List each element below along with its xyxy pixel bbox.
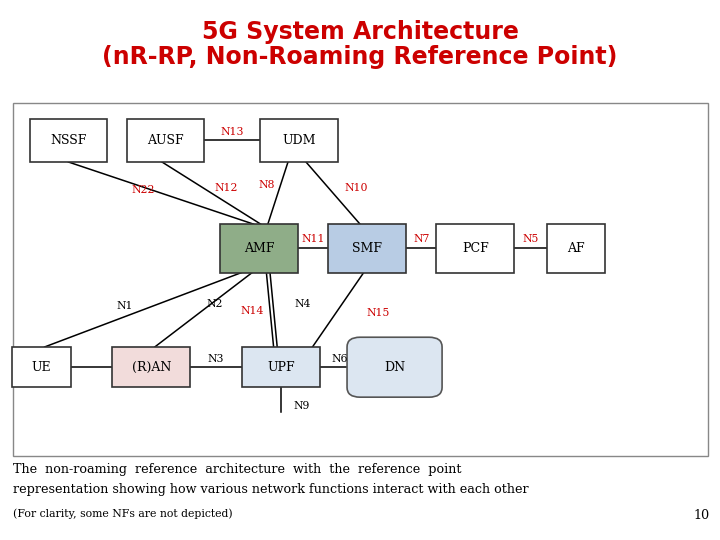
- Text: NSSF: NSSF: [50, 134, 86, 147]
- Bar: [13, 103, 708, 456]
- Text: AMF: AMF: [244, 242, 274, 255]
- Text: N22: N22: [131, 185, 155, 195]
- Text: (R)AN: (R)AN: [132, 361, 171, 374]
- Bar: [260, 119, 338, 162]
- Text: N3: N3: [208, 354, 224, 363]
- FancyBboxPatch shape: [347, 337, 442, 397]
- Bar: [547, 224, 605, 273]
- Text: N12: N12: [214, 183, 238, 193]
- Text: (nR-RP, Non-Roaming Reference Point): (nR-RP, Non-Roaming Reference Point): [102, 45, 618, 69]
- Text: SMF: SMF: [352, 242, 382, 255]
- Text: UDM: UDM: [282, 134, 315, 147]
- Text: N1: N1: [117, 300, 133, 310]
- Text: PCF: PCF: [462, 242, 489, 255]
- Text: 10: 10: [693, 509, 709, 522]
- Bar: [328, 224, 406, 273]
- Text: N9: N9: [294, 401, 310, 411]
- Text: N8: N8: [259, 180, 275, 190]
- Text: N14: N14: [240, 306, 264, 316]
- Text: N6: N6: [332, 354, 348, 363]
- Text: 5G System Architecture: 5G System Architecture: [202, 21, 518, 44]
- Bar: [436, 224, 514, 273]
- Text: AF: AF: [567, 242, 585, 255]
- Bar: [127, 119, 204, 162]
- Text: AUSF: AUSF: [148, 134, 184, 147]
- Bar: [242, 347, 320, 388]
- Text: UPF: UPF: [267, 361, 294, 374]
- Text: N2: N2: [206, 299, 222, 309]
- Text: N15: N15: [366, 307, 390, 318]
- Bar: [112, 347, 190, 388]
- Text: UE: UE: [31, 361, 51, 374]
- Bar: [12, 347, 71, 388]
- Bar: [30, 119, 107, 162]
- Text: N13: N13: [220, 127, 244, 137]
- Text: representation showing how various network functions interact with each other: representation showing how various netwo…: [13, 483, 528, 496]
- Text: N5: N5: [523, 234, 539, 244]
- Text: N11: N11: [302, 234, 325, 244]
- Bar: [220, 224, 298, 273]
- Text: N4: N4: [294, 299, 310, 309]
- Text: N7: N7: [413, 234, 429, 244]
- Text: N10: N10: [344, 183, 368, 193]
- Text: The  non-roaming  reference  architecture  with  the  reference  point: The non-roaming reference architecture w…: [13, 463, 462, 476]
- Text: (For clarity, some NFs are not depicted): (For clarity, some NFs are not depicted): [13, 509, 233, 519]
- Text: DN: DN: [384, 361, 405, 374]
